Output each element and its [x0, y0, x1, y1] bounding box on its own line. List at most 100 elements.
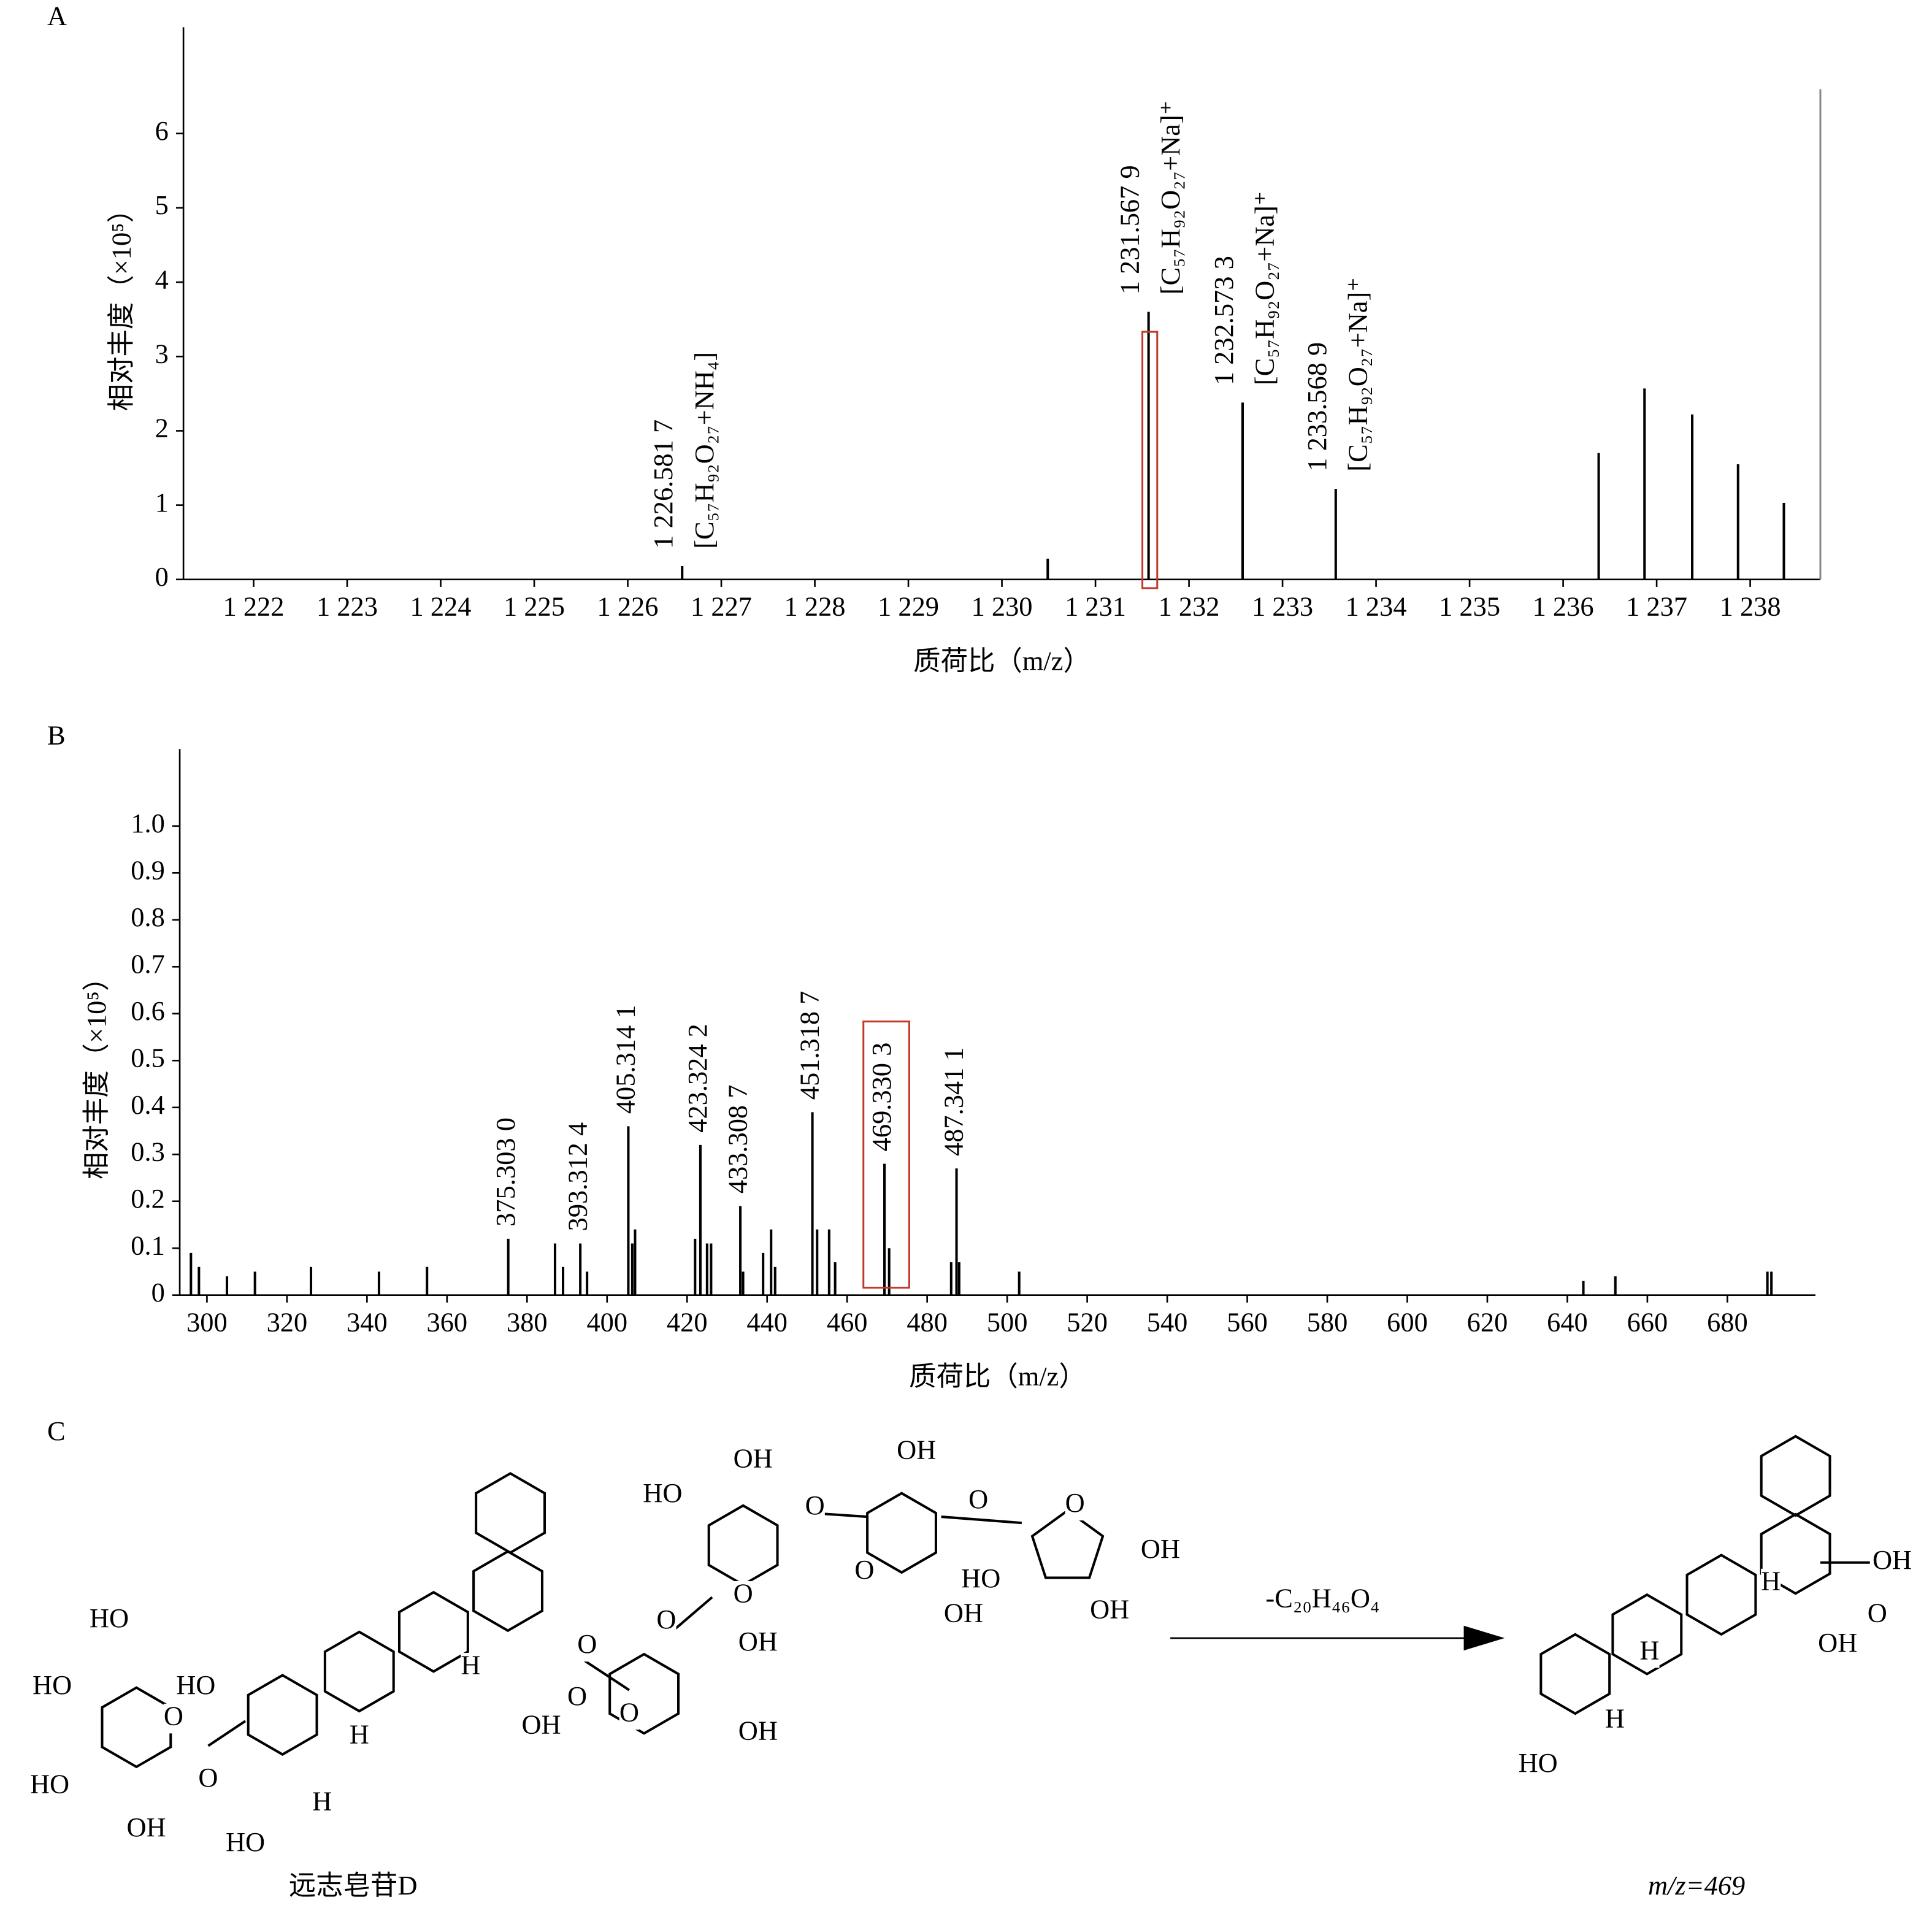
x-tick-label: 580	[1307, 1306, 1348, 1337]
x-axis-title: 质荷比（m/z）	[913, 645, 1091, 676]
x-tick-label: 1 232	[1159, 591, 1220, 621]
atom-label: OH	[126, 1812, 166, 1842]
label-bg	[738, 1718, 778, 1749]
atom-label: HO	[33, 1669, 72, 1700]
x-axis-title: 质荷比（m/z）	[909, 1361, 1086, 1392]
atom-label: O	[734, 1577, 753, 1608]
x-tick-label: 520	[1067, 1306, 1108, 1337]
ring	[1611, 1593, 1683, 1676]
x-tick-label: 500	[987, 1306, 1028, 1337]
atom-label: O	[968, 1484, 988, 1514]
x-tick-label: 1 233	[1252, 591, 1313, 621]
x-tick-label: 560	[1227, 1306, 1268, 1337]
y-tick-label: 0.9	[131, 854, 165, 885]
label-bg	[567, 1684, 588, 1714]
x-tick-label: 1 229	[878, 591, 939, 621]
label-bg	[656, 1607, 677, 1637]
label-bg	[198, 1765, 218, 1796]
label-bg	[733, 1581, 753, 1611]
y-tick-label: 4	[155, 264, 169, 294]
label-bg	[312, 1789, 332, 1819]
ring	[101, 1686, 172, 1769]
y-tick-label: 0.2	[131, 1183, 165, 1214]
label-bg	[1761, 1568, 1781, 1599]
x-tick-label: 1 225	[504, 591, 565, 621]
y-axis-title: 相对丰度（×10⁵）	[81, 964, 112, 1179]
x-tick-label: 1 235	[1439, 591, 1500, 621]
label-bg	[1604, 1706, 1625, 1736]
label-bg	[1089, 1597, 1130, 1627]
ring	[608, 1652, 680, 1735]
x-tick-label: 360	[427, 1306, 468, 1337]
ring	[1760, 1435, 1831, 1517]
y-tick-label: 1	[155, 487, 169, 518]
peak-label: 1 226.581 7	[648, 420, 678, 549]
peak-formula: [C₅₇H₉₂O₂₇+Na]⁺	[1342, 277, 1373, 471]
label-bg	[1140, 1536, 1181, 1566]
x-tick-label: 320	[267, 1306, 308, 1337]
label-bg	[896, 1437, 937, 1468]
x-tick-label: 480	[907, 1306, 948, 1337]
y-tick-label: 0	[155, 561, 169, 592]
x-tick-label: 1 236	[1533, 591, 1594, 621]
peak-label: 375.303 0	[490, 1117, 521, 1227]
x-tick-label: 340	[347, 1306, 388, 1337]
x-tick-label: 1 223	[316, 591, 378, 621]
peak-label: 1 232.573 3	[1208, 256, 1239, 385]
label-bg	[643, 1481, 683, 1511]
peak-label: 433.308 7	[722, 1085, 753, 1194]
atom-label: H	[312, 1786, 332, 1817]
compound-name: 远志皂苷D	[289, 1870, 418, 1901]
atom-label: O	[577, 1628, 597, 1659]
label-bg	[1065, 1490, 1085, 1521]
label-bg	[1872, 1547, 1912, 1577]
y-tick-label: 0.7	[131, 948, 165, 979]
peak-label: 393.312 4	[562, 1122, 592, 1232]
label-bg	[733, 1446, 773, 1476]
highlight-box	[1141, 331, 1159, 589]
x-tick-label: 460	[827, 1306, 868, 1337]
atom-label: O	[656, 1604, 676, 1634]
panel-label: C	[47, 1416, 66, 1446]
x-tick-label: 640	[1547, 1306, 1588, 1337]
x-tick-label: 540	[1147, 1306, 1188, 1337]
atom-label: O	[164, 1700, 183, 1731]
product-name: m/z=469	[1648, 1870, 1745, 1901]
y-tick-label: 0.8	[131, 902, 165, 932]
atom-label: OH	[738, 1626, 778, 1657]
x-tick-label: 1 224	[410, 591, 472, 621]
peak-formula: [C₅₇H₉₂O₂₇+Na]⁺	[1155, 101, 1186, 294]
x-tick-label: 600	[1387, 1306, 1428, 1337]
y-tick-label: 0.6	[131, 995, 165, 1026]
atom-label: H	[461, 1650, 480, 1680]
label-bg	[943, 1601, 984, 1631]
ring	[1030, 1509, 1105, 1579]
atom-label: OH	[897, 1434, 936, 1465]
x-tick-label: 1 222	[223, 591, 285, 621]
label-bg	[619, 1699, 640, 1730]
x-tick-label: 1 226	[597, 591, 659, 621]
label-bg	[1867, 1601, 1888, 1631]
label-bg	[163, 1703, 184, 1734]
atom-label: OH	[1818, 1627, 1857, 1658]
atom-label: H	[1639, 1634, 1659, 1665]
peak-label: 1 231.567 9	[1114, 165, 1145, 294]
arrow-head	[1463, 1625, 1505, 1651]
label-bg	[175, 1672, 216, 1703]
atom-label: OH	[1873, 1544, 1912, 1575]
x-tick-label: 1 228	[784, 591, 846, 621]
x-tick-label: 420	[667, 1306, 708, 1337]
label-bg	[738, 1629, 778, 1660]
label-bg	[1817, 1630, 1858, 1661]
y-tick-label: 1.0	[131, 808, 165, 838]
label-bg	[461, 1653, 481, 1683]
ring	[1685, 1554, 1757, 1636]
x-tick-label: 680	[1707, 1306, 1748, 1337]
atom-label: HO	[643, 1477, 682, 1508]
ring	[1760, 1512, 1831, 1595]
atom-label: OH	[1090, 1594, 1129, 1625]
y-tick-label: 3	[155, 338, 169, 369]
atom-label: OH	[944, 1598, 983, 1628]
